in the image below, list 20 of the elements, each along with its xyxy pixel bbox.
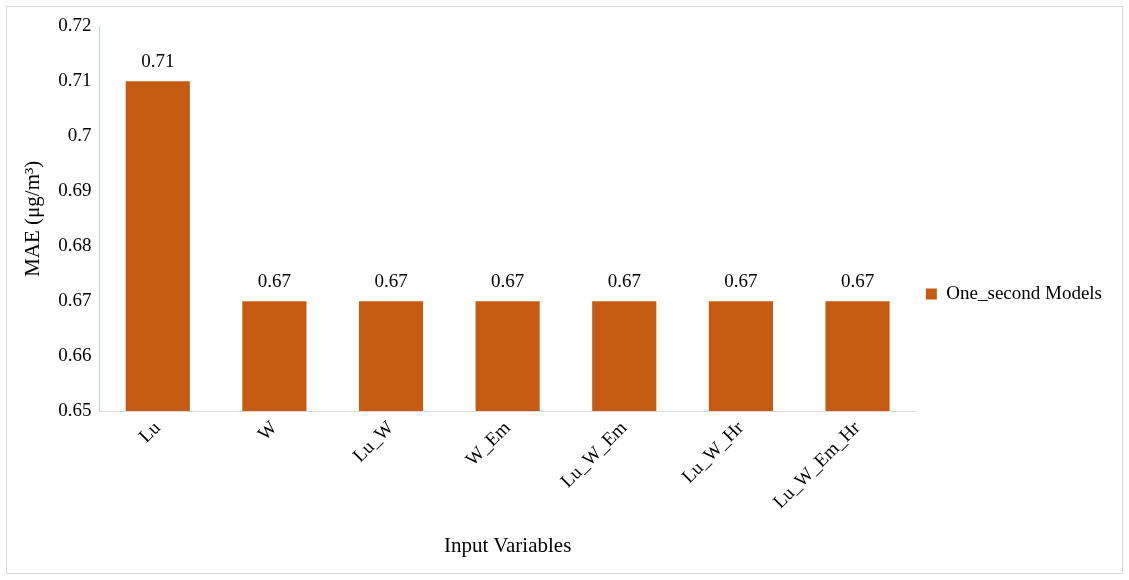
y-tick-label: 0.69 bbox=[58, 179, 92, 201]
y-axis-title: MAE (μg/m³) bbox=[20, 160, 45, 277]
data-label: 0.67 bbox=[840, 269, 875, 291]
y-tick-label: 0.68 bbox=[58, 234, 92, 256]
data-label: 0.67 bbox=[374, 269, 408, 291]
x-axis-title: Input Variables bbox=[443, 532, 572, 557]
data-label: 0.67 bbox=[724, 269, 758, 291]
legend-label: One_second Models bbox=[946, 281, 1103, 303]
data-label: 0.67 bbox=[491, 269, 525, 291]
x-tick-label: W bbox=[253, 416, 281, 445]
data-label: 0.67 bbox=[607, 269, 641, 291]
y-tick-label: 0.72 bbox=[58, 14, 92, 36]
y-tick-label: 0.71 bbox=[58, 69, 92, 91]
y-tick-label: 0.67 bbox=[58, 289, 92, 311]
y-tick-label: 0.7 bbox=[67, 124, 92, 146]
data-label: 0.71 bbox=[141, 49, 175, 71]
y-tick-label: 0.65 bbox=[58, 399, 92, 421]
data-label: 0.67 bbox=[257, 269, 292, 291]
x-tick-label: Lu bbox=[134, 416, 165, 447]
y-tick-label: 0.66 bbox=[58, 344, 92, 366]
